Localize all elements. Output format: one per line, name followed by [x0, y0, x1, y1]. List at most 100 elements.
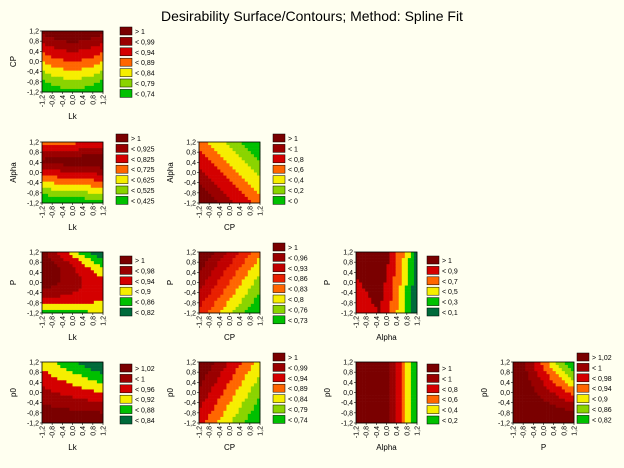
contour-cell — [51, 154, 55, 158]
y-tick-label: 0,4 — [343, 380, 353, 387]
contour-cell — [407, 252, 412, 256]
contour-cell — [525, 362, 529, 366]
contour-cell — [374, 365, 378, 369]
contour-cell — [235, 187, 239, 192]
contour-cell — [42, 276, 46, 280]
x-tick-label: -0,8 — [207, 426, 214, 438]
contour-cell — [90, 184, 95, 189]
contour-cell — [69, 273, 73, 277]
contour-cell — [543, 404, 547, 409]
contour-cell — [241, 199, 246, 204]
contour-cell — [356, 309, 360, 314]
contour-cell — [90, 172, 95, 176]
contour-cell — [63, 181, 67, 185]
contour-cell — [223, 398, 227, 402]
contour-cell — [93, 154, 98, 158]
contour-cell — [51, 383, 55, 387]
contour-cell — [223, 294, 227, 299]
contour-cell — [60, 70, 64, 74]
legend-label: < 0,94 — [288, 376, 308, 383]
contour-cell — [78, 145, 82, 149]
contour-cell — [69, 199, 73, 204]
contour-cell — [253, 163, 258, 167]
contour-cell — [45, 282, 49, 286]
contour-cell — [54, 184, 58, 189]
legend-label: < 0,84 — [135, 71, 155, 78]
contour-cell — [537, 386, 541, 390]
contour-cell — [60, 255, 64, 259]
contour-cell — [552, 386, 556, 390]
contour-cell — [48, 70, 52, 74]
contour-cell — [564, 410, 569, 415]
contour-cell — [410, 395, 415, 399]
panel-lk-cp: 1,20,80,40,0-0,4-0,8-1,2-1,2 -0,8 -0,4 0,0 0… — [9, 26, 155, 121]
contour-cell — [84, 303, 89, 308]
x-tick-label: -0,4 — [60, 206, 67, 218]
contour-cell — [380, 291, 384, 295]
contour-cell — [51, 309, 55, 314]
contour-cell — [404, 410, 409, 415]
contour-cell — [51, 151, 55, 155]
contour-cell — [389, 371, 393, 375]
contour-cell — [63, 88, 67, 93]
contour-cell — [75, 193, 79, 198]
contour-cell — [48, 196, 52, 201]
contour-cell — [90, 190, 95, 195]
contour-cell — [395, 407, 399, 412]
contour-cell — [247, 190, 252, 195]
contour-cell — [241, 407, 246, 412]
contour-cell — [380, 273, 384, 277]
contour-cell — [60, 154, 64, 158]
contour-cell — [57, 37, 61, 41]
contour-cell — [247, 160, 252, 164]
contour-cell — [250, 196, 255, 201]
contour-cell — [96, 276, 101, 280]
legend-label: < 0,6 — [288, 167, 304, 174]
contour-cell — [244, 285, 249, 289]
contour-cell — [48, 264, 52, 268]
contour-cell — [57, 76, 61, 81]
contour-cell — [232, 383, 236, 387]
contour-cell — [90, 306, 95, 311]
contour-cell — [567, 377, 572, 381]
contour-cell — [516, 374, 520, 378]
contour-cell — [223, 413, 227, 418]
contour-cell — [555, 413, 560, 418]
contour-cell — [241, 413, 246, 418]
contour-cell — [404, 300, 409, 305]
contour-cell — [380, 389, 384, 393]
contour-cell — [250, 252, 255, 256]
contour-cell — [69, 181, 73, 185]
contour-cell — [371, 389, 375, 393]
contour-cell — [96, 64, 101, 68]
legend: > 1< 0,96< 0,93< 0,86< 0,83< 0,8< 0,76< … — [272, 242, 308, 325]
contour-cell — [250, 270, 255, 274]
contour-cell — [226, 187, 230, 192]
contour-cell — [226, 300, 230, 305]
contour-cell — [87, 279, 92, 283]
contour-cell — [45, 160, 49, 164]
contour-cell — [356, 371, 360, 375]
contour-cell — [90, 199, 95, 204]
contour-cell — [69, 374, 73, 378]
contour-cell — [244, 267, 249, 271]
legend-swatch — [272, 352, 286, 362]
contour-cell — [386, 419, 390, 424]
contour-cell — [208, 199, 212, 204]
contour-cell — [96, 374, 101, 378]
contour-cell — [87, 157, 92, 161]
contour-cell — [356, 386, 360, 390]
legend-label: < 0,89 — [135, 60, 155, 67]
contour-cell — [211, 175, 215, 179]
legend-swatch — [119, 415, 133, 425]
contour-cell — [93, 276, 98, 280]
contour-cell — [96, 79, 101, 84]
contour-cell — [368, 407, 372, 412]
contour-cell — [69, 40, 73, 44]
contour-cell — [87, 172, 92, 176]
contour-cell — [552, 371, 556, 375]
contour-cell — [253, 187, 258, 192]
legend-swatch — [272, 305, 286, 314]
contour-cell — [253, 145, 258, 149]
contour-cell — [51, 377, 55, 381]
